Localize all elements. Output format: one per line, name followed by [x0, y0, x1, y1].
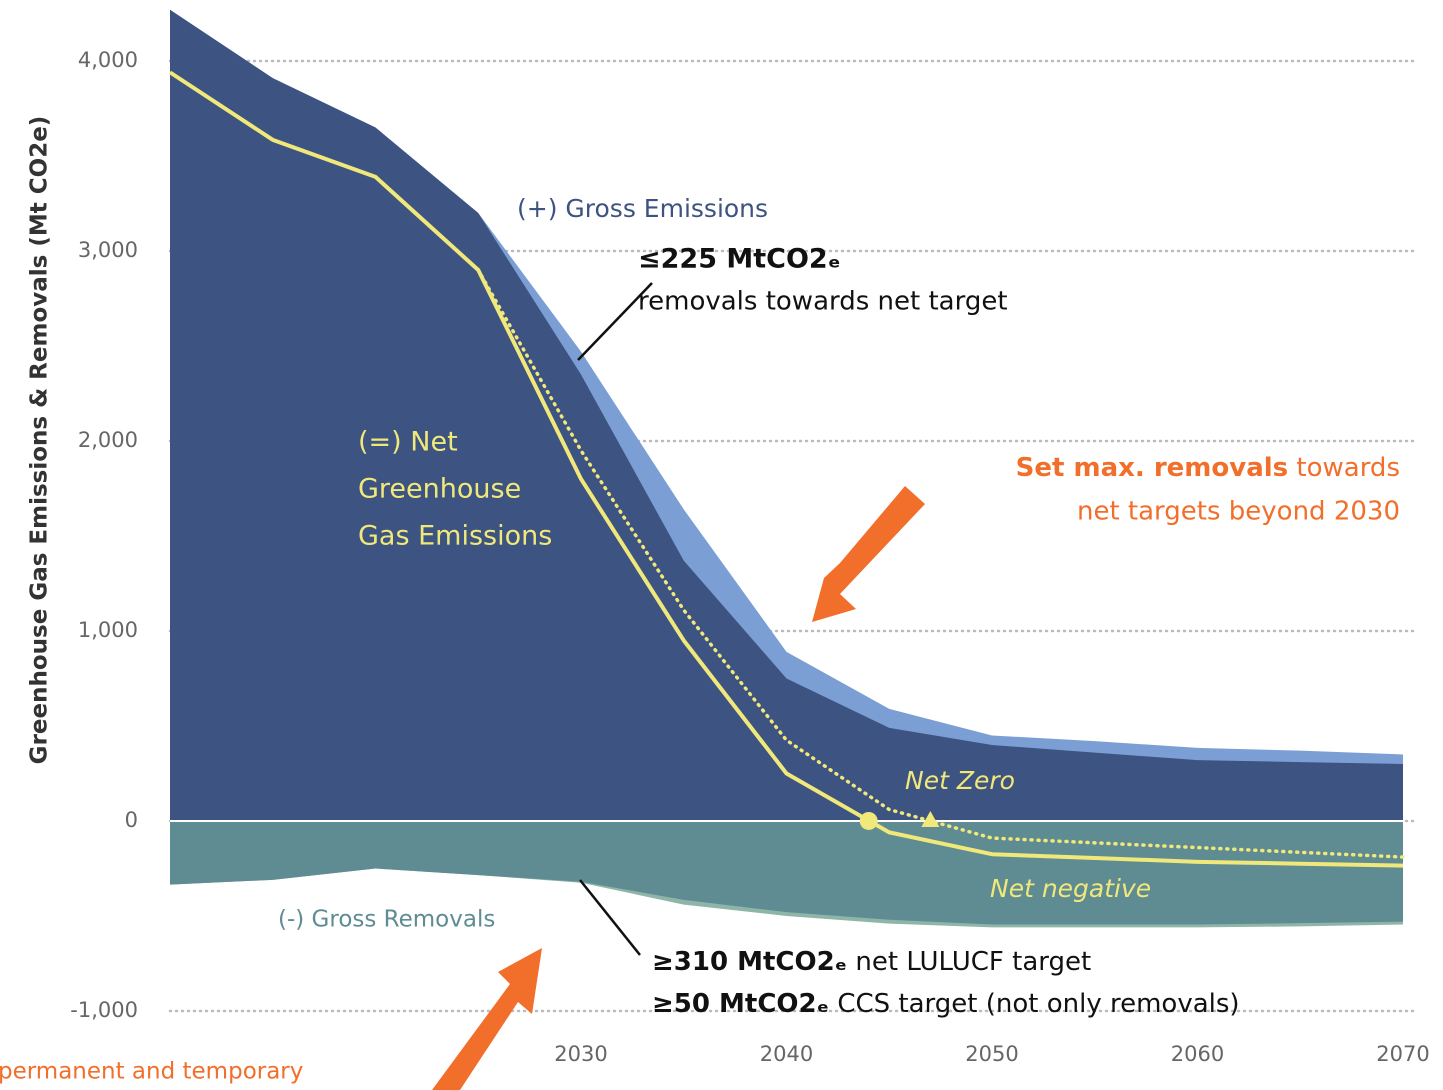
y-tick-label: 2,000	[78, 428, 138, 452]
area	[170, 820, 1403, 925]
net-negative-label: Net negative	[990, 874, 1151, 903]
ccs-bold: ≥50 MtCO2ₑ	[652, 989, 829, 1019]
net-label: Gas Emissions	[358, 521, 552, 552]
leader-line	[577, 282, 653, 361]
removals-cap: ≤225 MtCO2ₑ	[638, 244, 841, 275]
net-label: (=) Net	[358, 427, 458, 458]
x-tick-label: 2070	[1376, 1042, 1429, 1066]
net-line	[168, 70, 1404, 868]
lines	[168, 70, 1405, 868]
set-max-bold: Set max. removals	[1016, 453, 1288, 483]
dotted-line	[476, 268, 1405, 859]
arrow	[812, 486, 925, 622]
lulucf-bold: ≥310 MtCO2ₑ	[652, 947, 847, 977]
ccs-label: ≥50 MtCO2ₑ CCS target (not only removals…	[652, 989, 1240, 1019]
y-axis-label: Greenhouse Gas Emissions & Removals (Mt …	[27, 116, 53, 765]
arrow	[432, 948, 542, 1090]
x-tick-label: 2040	[760, 1042, 813, 1066]
leader-line	[579, 879, 641, 956]
marker	[859, 811, 878, 830]
y-tick-label: -1,000	[70, 998, 138, 1022]
gross-emissions-label: (+) Gross Emissions	[517, 194, 768, 223]
set-max-label: Set max. removals towards	[1016, 453, 1400, 483]
ccs-rest: CCS target (not only removals)	[829, 989, 1240, 1019]
marker	[921, 810, 940, 827]
lulucf-label: ≥310 MtCO2ₑ net LULUCF target	[652, 947, 1091, 977]
x-tick-label: 2030	[554, 1042, 607, 1066]
area	[170, 9, 1403, 821]
set-max-line2: net targets beyond 2030	[1077, 497, 1400, 527]
x-tick-label: 2050	[965, 1042, 1018, 1066]
y-tick-label: 4,000	[78, 48, 138, 72]
x-tick-label: 2060	[1171, 1042, 1224, 1066]
y-tick-label: 1,000	[78, 618, 138, 642]
gross-removals-label: (-) Gross Removals	[278, 907, 495, 933]
net-zero-label: Net Zero	[905, 766, 1015, 795]
net-label: Greenhouse	[358, 474, 521, 505]
annotations: Greenhouse Gas Emissions & Removals (Mt …	[0, 116, 1400, 1090]
permanent-label: permanent and temporary	[0, 1059, 303, 1085]
y-tick-label: 3,000	[78, 238, 138, 262]
lulucf-rest: net LULUCF target	[847, 947, 1091, 977]
set-max-rest: towards	[1288, 453, 1400, 483]
removals-cap-text: removals towards net target	[638, 287, 1008, 317]
y-tick-label: 0	[125, 808, 138, 832]
areas	[170, 9, 1403, 928]
